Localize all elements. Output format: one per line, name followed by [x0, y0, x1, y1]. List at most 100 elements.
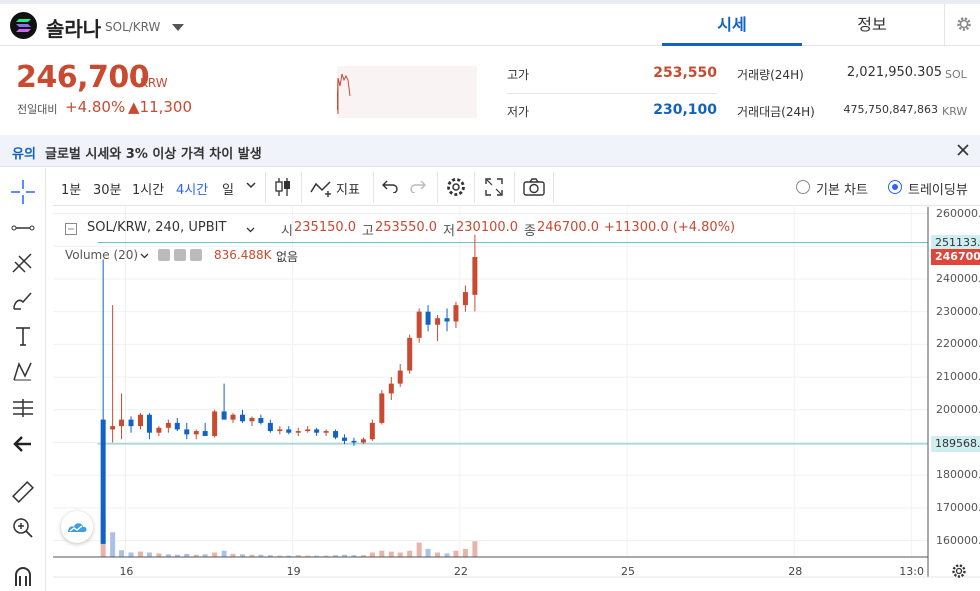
interval-1h[interactable]: 1시간: [132, 183, 165, 198]
volume-bar: [267, 555, 273, 557]
candle-body: [425, 311, 431, 325]
pattern-tool-icon[interactable]: [11, 360, 35, 384]
volume-bar: [146, 552, 152, 557]
indicator-button[interactable]: 지표: [336, 183, 360, 198]
candle-body: [128, 419, 134, 427]
drawing-toolbar: [0, 168, 46, 591]
change-amount: ▲11,300: [128, 98, 193, 116]
volume-bar: [277, 555, 283, 557]
volume-bar: [341, 554, 347, 557]
volume-bar: [138, 551, 143, 557]
x-tick-label: 28: [788, 565, 803, 578]
text-tool-icon[interactable]: [11, 324, 35, 348]
candle-body: [230, 414, 236, 420]
gear-icon: [957, 17, 971, 31]
y-tick-label: 160000.0: [936, 533, 980, 547]
candle-body: [239, 414, 245, 422]
volume-24h-value: 2,021,950.305: [846, 65, 942, 80]
ruler-icon[interactable]: [11, 480, 35, 504]
candle-body: [333, 431, 339, 438]
chart-toolbar: 1분 30분 1시간 4시간 일 지표 기본 차트 트레이딩뷰: [53, 168, 980, 206]
candle-body: [341, 437, 347, 441]
undo-icon[interactable]: [382, 179, 398, 193]
legend-low-label: 저: [443, 224, 455, 239]
indicator-icon[interactable]: [310, 178, 334, 198]
volume-bar: [444, 553, 450, 557]
arrow-left-icon[interactable]: [11, 432, 35, 456]
low-value: 230,100: [653, 102, 717, 118]
remove-indicator-icon[interactable]: [190, 249, 202, 261]
candle-body: [156, 427, 162, 433]
tab-info[interactable]: 정보: [857, 15, 887, 34]
zoom-in-icon[interactable]: [11, 516, 35, 540]
header: 솔라나 SOL/KRW 시세 정보: [0, 4, 980, 46]
legend-symbol[interactable]: SOL/KRW, 240, UPBIT: [87, 220, 227, 235]
volume-bar: [156, 553, 162, 557]
candle-body: [369, 422, 375, 440]
change-percent: +4.80%: [65, 98, 126, 116]
volume-bar: [323, 555, 329, 557]
basic-chart-radio[interactable]: [796, 180, 810, 194]
amount-24h-value: 475,750,847,863: [843, 103, 938, 116]
volume-bar: [333, 555, 339, 557]
candle-body: [444, 318, 450, 322]
camera-icon[interactable]: [523, 178, 545, 196]
low-label: 저가: [507, 105, 530, 119]
price-chart[interactable]: [53, 207, 980, 591]
toolbar-divider: [437, 172, 438, 202]
collapse-legend-icon[interactable]: [65, 223, 77, 235]
axis-settings-icon[interactable]: [951, 563, 967, 579]
volume-bar: [425, 548, 431, 557]
crosshair-icon[interactable]: [11, 180, 35, 204]
eye-icon[interactable]: [158, 249, 170, 261]
chevron-down-icon[interactable]: [246, 227, 255, 233]
high-label: 고가: [507, 68, 530, 82]
trend-line-icon[interactable]: [11, 216, 35, 240]
y-tick-label: 170000.0: [936, 500, 980, 514]
candle-body: [435, 318, 441, 325]
volume-legend-extra: 없음: [276, 250, 299, 264]
tradingview-logo-icon[interactable]: [61, 511, 93, 543]
tradingview-radio[interactable]: [888, 180, 902, 194]
tab-price[interactable]: 시세: [662, 4, 802, 46]
interval-30m[interactable]: 30분: [93, 183, 122, 198]
fib-tool-icon[interactable]: [11, 252, 35, 276]
toolbar-divider: [553, 172, 554, 202]
brush-icon[interactable]: [11, 288, 35, 312]
legend-low: 230100.0: [456, 220, 519, 235]
y-tick-label: 240000.0: [936, 271, 980, 285]
volume-bar: [397, 552, 403, 557]
candle-type-icon[interactable]: [273, 176, 293, 198]
chart-settings-icon[interactable]: [445, 176, 467, 198]
chevron-down-icon[interactable]: [140, 253, 149, 259]
candle-body: [174, 422, 180, 430]
volume-legend-label[interactable]: Volume (20): [65, 248, 139, 262]
measure-tool-icon[interactable]: [11, 396, 35, 420]
candle-body: [212, 411, 218, 436]
amount-24h-label: 거래대금(24H): [737, 105, 815, 119]
chevron-down-icon[interactable]: [246, 182, 256, 190]
stat-divider: [507, 93, 717, 94]
volume-bar: [212, 552, 218, 557]
candle-body: [453, 305, 459, 322]
tradingview-label[interactable]: 트레이딩뷰: [908, 183, 968, 198]
settings-small-icon[interactable]: [174, 249, 186, 261]
coin-pair: SOL/KRW: [105, 20, 161, 34]
magnet-icon[interactable]: [11, 564, 35, 588]
settings-button[interactable]: [944, 4, 980, 46]
volume-bar: [369, 552, 375, 557]
interval-1m[interactable]: 1분: [61, 183, 82, 198]
volume-bar: [165, 554, 171, 557]
interval-4h[interactable]: 4시간: [176, 183, 209, 198]
legend-close-label: 종: [524, 224, 536, 239]
fullscreen-icon[interactable]: [485, 178, 503, 196]
volume-bar: [230, 553, 236, 557]
interval-1d[interactable]: 일: [222, 183, 234, 198]
close-icon[interactable]: [956, 143, 970, 157]
volume-legend-value: 836.488K: [214, 248, 272, 262]
chart-area[interactable]: SOL/KRW, 240, UPBIT 시 235150.0 고 253550.…: [53, 207, 980, 591]
redo-icon[interactable]: [410, 179, 426, 193]
basic-chart-label[interactable]: 기본 차트: [816, 183, 868, 198]
volume-bar: [360, 555, 366, 557]
coin-dropdown-icon[interactable]: [172, 24, 184, 31]
